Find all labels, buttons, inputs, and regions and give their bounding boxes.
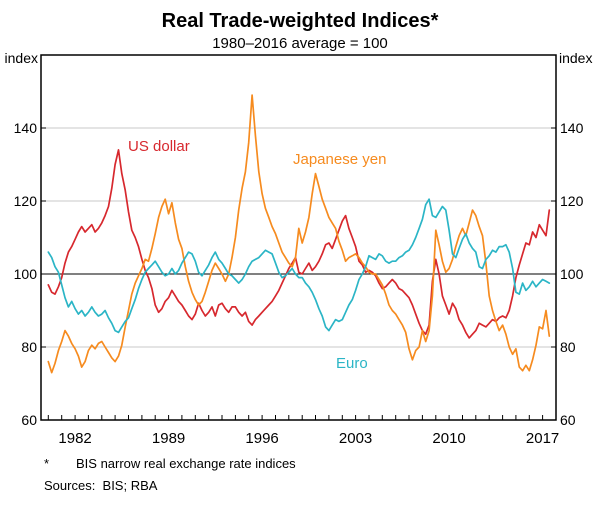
y-tick-label-right-120: 120 [560,193,584,209]
y-tick-label-right-80: 80 [560,339,576,355]
x-tick-label-2017: 2017 [526,430,559,447]
y-tick-label-right-140: 140 [560,120,584,136]
series-line-us-dollar [47,149,551,339]
axis-label-layer: 60 60 80 80 100 100 120 120 140 140 1982 1989 1996 20… [14,120,584,447]
y-tick-label-left-100: 100 [14,266,38,282]
series-label-euro: Euro [336,355,368,372]
series-line-japanese-yen [47,94,551,374]
x-tick-label-2003: 2003 [339,430,372,447]
sources-text: Sources: BIS; RBA [44,478,158,493]
y-tick-label-right-100: 100 [560,266,584,282]
footnote-text: BIS narrow real exchange rate indices [76,456,296,471]
footnote-marker: * [44,456,49,471]
y-tick-label-left-140: 140 [14,120,38,136]
x-tick-label-1989: 1989 [152,430,185,447]
y-axis-unit-right: index [559,50,592,66]
frame-layer [40,54,557,421]
tick-layer [41,127,556,420]
series-line-euro [47,198,551,334]
x-tick-label-2010: 2010 [432,430,465,447]
series-layer [47,94,551,374]
chart-subtitle: 1980–2016 average = 100 [212,35,388,52]
series-label-japanese-yen: Japanese yen [293,151,386,168]
series-label-us-dollar: US dollar [128,138,190,155]
y-tick-label-right-60: 60 [560,412,576,428]
y-axis-unit-left: index [5,50,38,66]
y-tick-label-left-80: 80 [21,339,37,355]
x-tick-label-1996: 1996 [245,430,278,447]
y-tick-label-left-120: 120 [14,193,38,209]
y-tick-label-left-60: 60 [21,412,37,428]
x-tick-label-1982: 1982 [58,430,91,447]
plot-frame [40,54,557,421]
chart-title: Real Trade-weighted Indices* [162,10,439,32]
series-labels: US dollar Japanese yen Euro [128,138,386,372]
